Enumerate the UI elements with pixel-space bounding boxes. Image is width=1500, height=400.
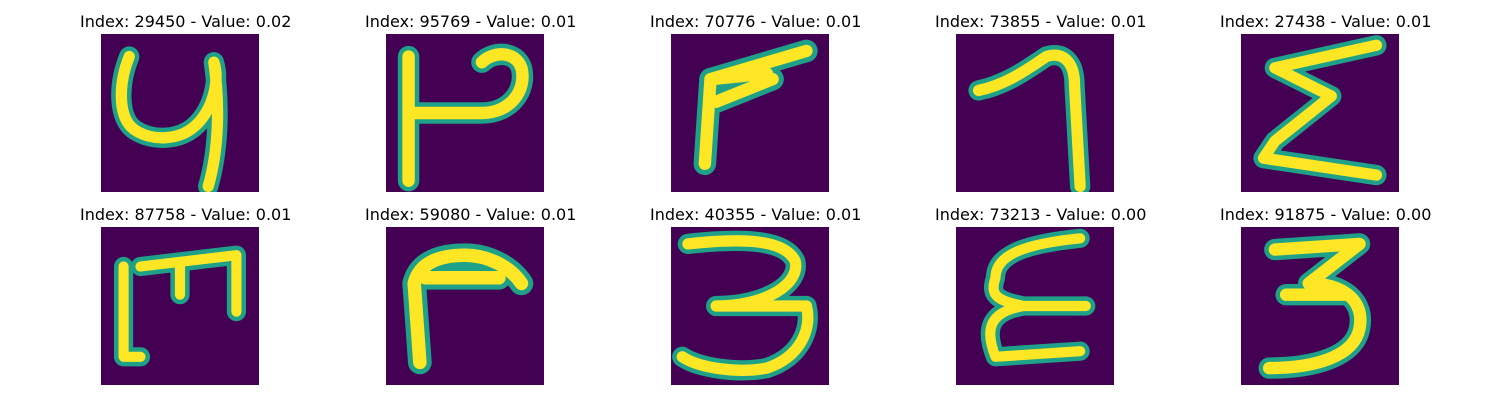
panel-title: Index: 40355 - Value: 0.01	[650, 205, 862, 224]
digit-image	[386, 227, 544, 385]
digit-image	[956, 34, 1114, 192]
panel-title: Index: 73213 - Value: 0.00	[935, 205, 1147, 224]
panel-title: Index: 29450 - Value: 0.02	[80, 12, 292, 31]
digit-image	[671, 34, 829, 192]
panel-title: Index: 27438 - Value: 0.01	[1220, 12, 1432, 31]
panel-title: Index: 91875 - Value: 0.00	[1220, 205, 1432, 224]
panel-title: Index: 73855 - Value: 0.01	[935, 12, 1147, 31]
panel-title: Index: 87758 - Value: 0.01	[80, 205, 292, 224]
digit-image	[386, 34, 544, 192]
digit-image	[1241, 227, 1399, 385]
digit-image	[956, 227, 1114, 385]
panel-title: Index: 59080 - Value: 0.01	[365, 205, 577, 224]
digit-image	[101, 227, 259, 385]
panel-title: Index: 95769 - Value: 0.01	[365, 12, 577, 31]
digit-image	[101, 34, 259, 192]
digit-image	[1241, 34, 1399, 192]
digit-image	[671, 227, 829, 385]
panel-title: Index: 70776 - Value: 0.01	[650, 12, 862, 31]
